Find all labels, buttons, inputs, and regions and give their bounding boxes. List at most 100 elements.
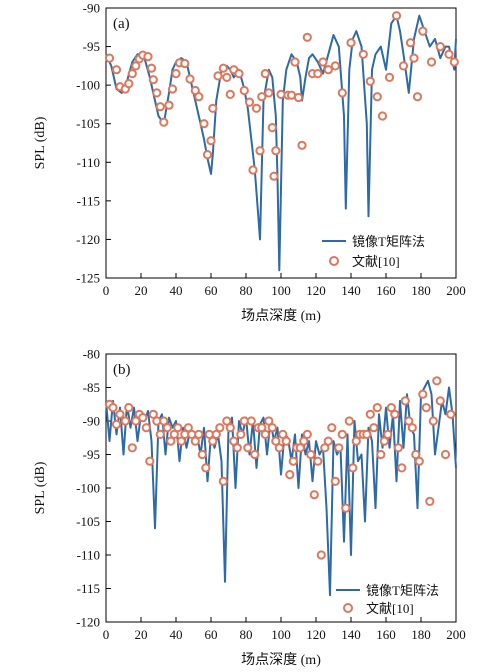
y-tick-label-b-3: -105	[76, 514, 100, 529]
data-point-b-84	[400, 396, 410, 406]
data-point-a-70	[435, 42, 445, 52]
data-point-b-58	[309, 490, 319, 500]
legend-label-markers-b: 文献[10]	[366, 601, 414, 616]
data-point-a-63	[391, 11, 402, 21]
data-point-a-65	[405, 38, 416, 48]
x-axis-label-b: 场点深度 (m)	[241, 652, 321, 668]
data-point-b-30	[211, 429, 221, 439]
data-point-a-17	[171, 69, 181, 79]
axis-ticks-a: 0 20 40 60 80 100 120 140 160 180 200 -125 -120 -115 -…	[76, 1, 466, 299]
data-point-a-9	[143, 52, 153, 62]
data-point-b-74	[365, 409, 375, 419]
data-point-a-67	[412, 92, 423, 102]
data-point-a-61	[377, 111, 388, 121]
data-point-a-1	[111, 65, 122, 75]
axis-ticks-b: 0 20 40 60 80 100 120 140 160 180 200 -120 -115 -110 -…	[76, 347, 466, 643]
data-point-a-20	[185, 74, 195, 84]
y-tick-label-a-3: -110	[77, 155, 100, 170]
x-tick-label-b-3: 60	[205, 627, 218, 642]
data-point-a-32	[234, 69, 244, 79]
data-point-a-59	[365, 76, 375, 86]
y-tick-label-b-5: -95	[83, 447, 100, 462]
data-point-a-50	[302, 32, 312, 42]
x-tick-label-b-2: 40	[170, 627, 183, 642]
x-tick-label-b-0: 0	[103, 627, 110, 642]
data-point-b-61	[320, 443, 330, 453]
data-point-b-15	[159, 416, 169, 426]
data-point-b-6	[127, 443, 137, 453]
data-point-b-90	[421, 403, 431, 413]
data-point-a-13	[155, 102, 165, 112]
panel-label-a: (a)	[113, 16, 130, 32]
data-point-b-39	[243, 443, 253, 453]
data-point-b-37	[236, 429, 246, 439]
data-point-b-2	[111, 419, 122, 429]
data-point-b-41	[250, 449, 260, 460]
data-point-b-73	[362, 429, 372, 439]
legend-b: 镜像T矩阵法 文献[10]	[336, 583, 439, 616]
data-point-a-34	[244, 97, 255, 107]
data-point-a-56	[337, 88, 347, 98]
data-point-a-37	[255, 146, 265, 156]
y-tick-label-b-1: -115	[77, 581, 100, 596]
data-point-b-48	[274, 443, 284, 453]
y-tick-label-a-5: -100	[76, 78, 100, 93]
x-tick-label-a-9: 180	[411, 283, 431, 298]
x-tick-label-b-8: 160	[376, 627, 396, 642]
data-point-b-25	[194, 429, 204, 439]
data-point-b-34	[225, 423, 235, 433]
data-point-a-23	[199, 119, 209, 129]
data-point-b-56	[302, 429, 312, 439]
data-point-b-75	[369, 423, 379, 433]
data-point-b-85	[404, 416, 414, 426]
data-point-b-9	[138, 413, 148, 423]
data-point-a-19	[180, 58, 190, 69]
y-tick-label-b-2: -110	[77, 548, 100, 563]
y-tick-label-a-0: -125	[76, 271, 100, 286]
x-tick-label-a-3: 60	[205, 283, 218, 298]
data-point-b-79	[383, 429, 393, 439]
data-point-b-26	[197, 449, 207, 460]
data-point-a-52	[313, 69, 323, 79]
data-point-a-58	[358, 49, 368, 59]
data-point-b-50	[281, 436, 291, 446]
data-point-a-53	[318, 57, 328, 67]
x-tick-label-b-10: 200	[446, 627, 466, 642]
data-point-b-22	[183, 423, 193, 433]
data-point-a-24	[202, 150, 213, 160]
data-point-a-41	[267, 123, 277, 133]
x-tick-label-b-9: 180	[411, 627, 431, 642]
data-point-b-46	[267, 423, 277, 433]
legend-label-markers-a: 文献[10]	[352, 254, 400, 269]
x-tick-label-a-6: 120	[306, 283, 326, 298]
data-point-a-15	[164, 100, 174, 110]
data-point-a-43	[271, 146, 281, 156]
data-point-b-95	[440, 449, 451, 460]
x-tick-label-a-0: 0	[103, 283, 110, 298]
data-point-b-5	[124, 403, 134, 413]
y-tick-label-a-2: -115	[77, 193, 100, 208]
y-tick-label-a-6: -95	[83, 39, 100, 54]
data-point-a-25	[206, 136, 216, 146]
x-tick-label-b-6: 120	[306, 627, 326, 642]
data-point-a-27	[213, 71, 223, 81]
data-point-b-80	[386, 403, 396, 413]
data-point-b-1	[108, 403, 118, 413]
panel-b: 0 20 40 60 80 100 120 140 160 180 200 -120 -115 -110 -…	[33, 347, 466, 669]
data-point-b-76	[372, 403, 382, 413]
data-point-b-92	[428, 416, 438, 426]
legend-marker-swatch-b	[343, 603, 353, 613]
y-tick-label-a-4: -105	[76, 116, 100, 131]
data-point-b-96	[446, 409, 456, 419]
data-point-b-31	[215, 423, 225, 433]
data-point-a-57	[346, 38, 356, 48]
series-markers-a	[104, 11, 459, 181]
data-point-a-48	[293, 92, 304, 103]
data-point-b-33	[222, 416, 232, 426]
data-point-b-86	[407, 423, 417, 433]
y-tick-label-b-0: -120	[76, 615, 100, 630]
data-point-b-52	[288, 456, 298, 466]
data-point-a-29	[222, 72, 232, 83]
data-point-b-63	[327, 423, 337, 433]
y-tick-label-b-7: -85	[83, 380, 100, 395]
